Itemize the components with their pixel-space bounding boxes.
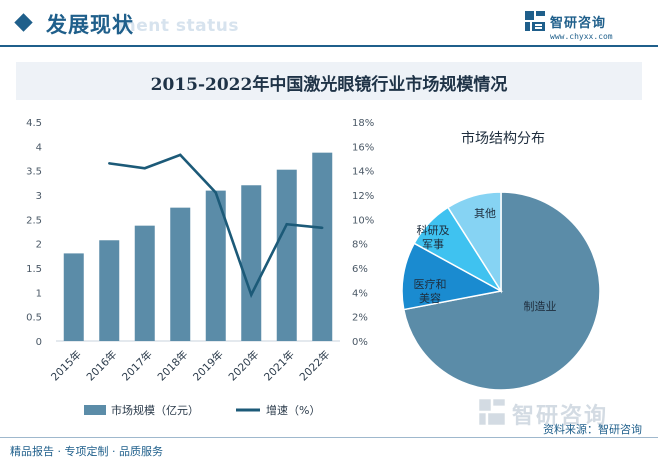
x-tick-label: 2017年 [119, 348, 155, 384]
pie-labels: 制造业 医疗和美容 科研及军事 其他 [414, 207, 557, 313]
left-axis-ticks: 0 0.5 1 1.5 2 2.5 3 3.5 4 4.5 [26, 118, 42, 348]
line-point [321, 226, 324, 230]
pie-slice [446, 191, 502, 294]
chart-title: 2015-2022年中国激光眼镜行业市场规模情况 [150, 75, 508, 95]
right-tick-label: 18% [352, 118, 374, 129]
x-axis-ticks: 2015年 2016年 2017年 2018年 2019年 2020年 2021年 2022年 [48, 348, 332, 384]
line-point [214, 191, 217, 194]
bar [312, 152, 333, 341]
pie-chart: 市场结构分布 制造业 医疗和美容 科研及军事 其他 [401, 130, 601, 391]
x-tick-label: 2016年 [84, 348, 120, 384]
footer-slogan: 精品报告 · 专项定制 · 品质服务 [10, 445, 163, 458]
line-point [285, 223, 288, 226]
brand-logo-icon [525, 11, 545, 31]
brand-url: www.chyxx.com [550, 32, 613, 41]
right-tick-label: 2% [352, 313, 368, 324]
left-tick-label: 3.5 [26, 167, 42, 178]
pie-slices [401, 191, 601, 391]
section-title: 发展现状 [46, 13, 134, 37]
pie-label-line: 美容 [419, 291, 441, 305]
right-tick-label: 4% [352, 288, 368, 299]
diamond-bullet-icon [14, 13, 33, 32]
bar [134, 225, 155, 341]
right-tick-label: 16% [352, 142, 374, 153]
pie-slice-label: 医疗和美容 [414, 277, 447, 305]
right-tick-label: 0% [352, 337, 368, 348]
line-point [250, 293, 253, 296]
left-tick-label: 1 [36, 288, 42, 299]
brand-name: 智研咨询 [550, 16, 607, 31]
brand: 智研咨询 www.chyxx.com [524, 8, 634, 44]
left-tick-label: 0 [36, 337, 42, 348]
left-tick-label: 4.5 [26, 118, 42, 129]
watermark-text: 智研咨询 [512, 404, 609, 429]
bar [276, 169, 297, 341]
pie-slice-label: 制造业 [524, 299, 557, 313]
page-header: ment status 发展现状 智研咨询 www.chyxx.com [0, 0, 658, 48]
x-tick-label: 2022年 [297, 348, 333, 384]
right-tick-label: 12% [352, 191, 374, 202]
line-point [143, 167, 146, 170]
left-tick-label: 0.5 [26, 313, 42, 324]
pie-label-line: 军事 [422, 238, 444, 251]
bar [205, 190, 226, 341]
left-tick-label: 1.5 [26, 264, 42, 275]
right-tick-label: 6% [352, 264, 368, 275]
section-subtitle: ment status [118, 16, 239, 36]
right-tick-label: 10% [352, 215, 374, 226]
x-tick-label: 2020年 [226, 348, 262, 384]
right-axis-ticks: 0% 2% 4% 6% 8% 10% 12% 14% 16% 18% [352, 118, 374, 348]
pie-label-line: 科研及 [417, 223, 450, 237]
pie-label-line: 医疗和 [414, 277, 447, 291]
watermark-brand: 智研咨询 [478, 398, 638, 429]
left-tick-label: 4 [36, 142, 42, 153]
x-tick-label: 2021年 [261, 348, 297, 384]
bar [241, 185, 262, 341]
chart-legend: 市场规模（亿元） 增速（%） [84, 403, 320, 417]
line-point [108, 162, 111, 165]
x-tick-label: 2015年 [48, 348, 84, 384]
combo-chart: 0 0.5 1 1.5 2 2.5 3 3.5 4 4.5 0% 2% 4% 6% 8% 10% 12% 14%… [26, 118, 374, 417]
right-tick-label: 8% [352, 240, 368, 251]
x-tick-label: 2019年 [190, 348, 226, 384]
x-tick-label: 2018年 [155, 348, 191, 384]
header-divider [0, 45, 658, 47]
bar [170, 207, 191, 341]
left-tick-label: 2.5 [26, 215, 42, 226]
bar [63, 253, 84, 341]
left-tick-label: 3 [36, 191, 42, 202]
line-point [179, 153, 182, 157]
pie-slice [401, 242, 504, 311]
watermark-logo-icon [479, 399, 505, 425]
data-source: 资料来源：智研咨询 [543, 423, 642, 436]
legend-bar-label: 市场规模（亿元） [111, 403, 199, 417]
left-tick-label: 2 [36, 240, 42, 251]
chart-title-band: 2015-2022年中国激光眼镜行业市场规模情况 [16, 62, 642, 100]
line-series [108, 153, 324, 299]
legend-bar-swatch [84, 405, 106, 415]
pie-slice-label: 科研及军事 [417, 223, 450, 251]
bar-series [63, 152, 333, 341]
pie-title: 市场结构分布 [461, 130, 545, 147]
right-tick-label: 14% [352, 167, 374, 178]
legend-line-label: 增速（%） [266, 403, 320, 417]
bar [99, 240, 120, 341]
pie-slice-label: 其他 [474, 207, 496, 220]
footer-divider [0, 437, 658, 438]
